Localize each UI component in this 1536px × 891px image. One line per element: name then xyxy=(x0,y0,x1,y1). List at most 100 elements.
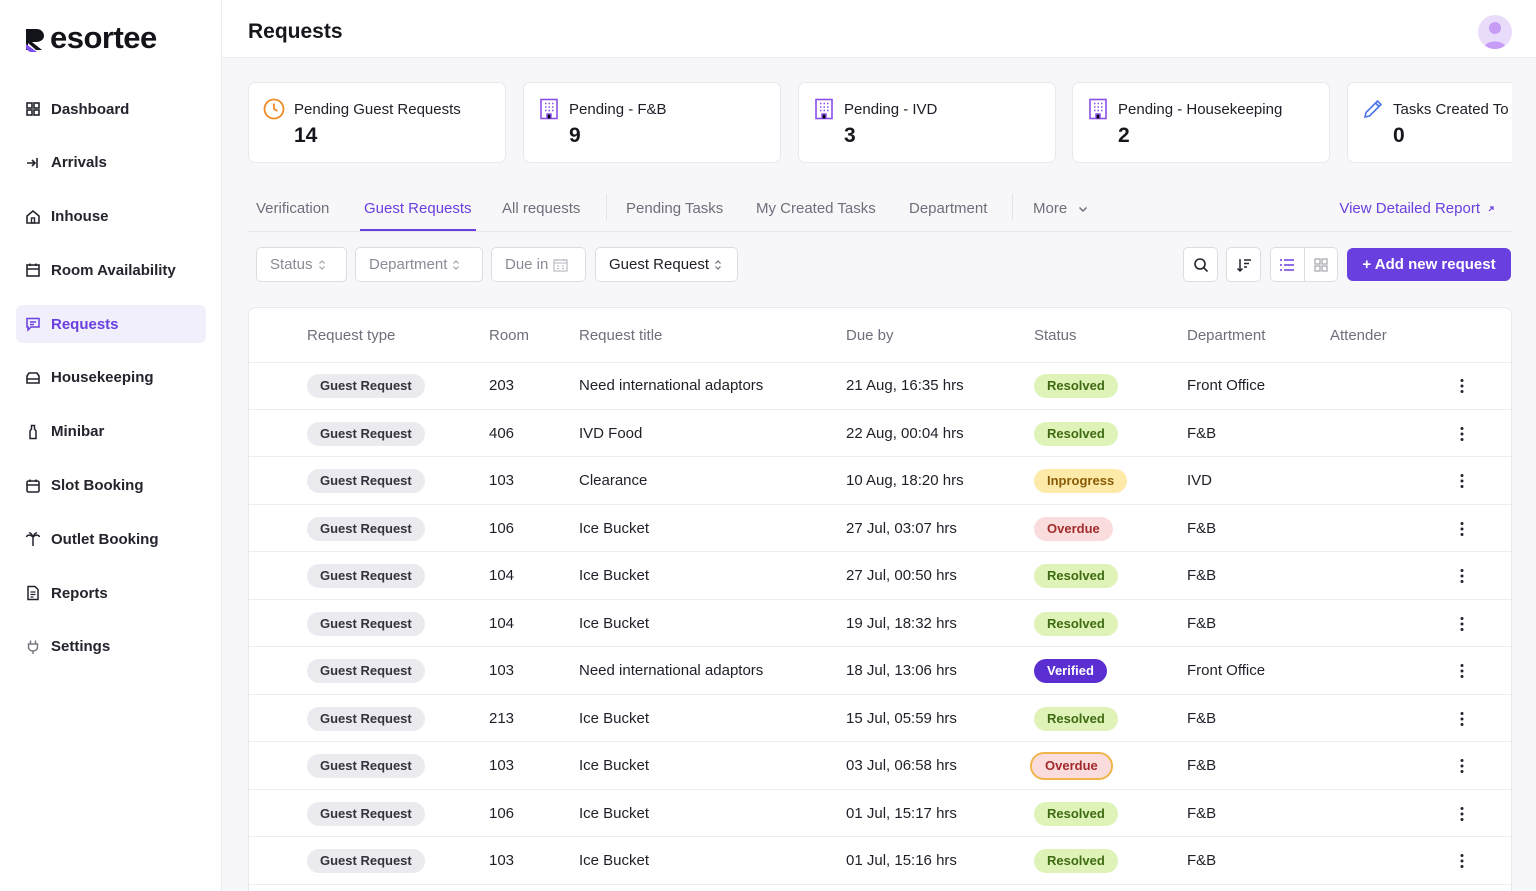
request-title-cell: Ice Bucket xyxy=(579,614,650,632)
sidebar-item-room-availability[interactable]: Room Availability xyxy=(16,251,206,289)
sidebar-item-requests[interactable]: Requests xyxy=(16,305,206,344)
header-department[interactable]: Department xyxy=(1187,327,1266,344)
tab-department[interactable]: Department xyxy=(909,200,988,217)
list-view-button[interactable] xyxy=(1271,248,1305,281)
external-arrow-icon xyxy=(1488,205,1494,211)
department-cell: Front Office xyxy=(1187,377,1266,394)
table-row[interactable]: Guest Request 406 IVD Food 22 Aug, 00:04 hr… xyxy=(249,410,1511,457)
tab-pending-tasks[interactable]: Pending Tasks xyxy=(626,200,724,217)
brand-logo[interactable]: esortee xyxy=(24,20,157,56)
request-title-cell: Ice Bucket xyxy=(579,757,650,774)
due-by-cell: 01 Jul, 15:16 hrs xyxy=(846,852,957,869)
kebab-menu-icon xyxy=(1460,616,1464,631)
row-menu-button[interactable] xyxy=(1457,374,1467,398)
sidebar-item-minibar[interactable]: Minibar xyxy=(16,413,206,451)
header-status[interactable]: Status xyxy=(1034,327,1077,344)
sidebar-item-housekeeping[interactable]: Housekeeping xyxy=(16,359,206,397)
kebab-menu-icon xyxy=(1460,474,1464,488)
view-detailed-report-link[interactable]: View Detailed Report xyxy=(1339,200,1496,217)
table-row[interactable]: Guest Request 203 Need international adapt… xyxy=(249,362,1511,410)
room-cell: 106 xyxy=(489,519,515,537)
row-menu-button[interactable] xyxy=(1457,802,1467,826)
grid-view-button[interactable] xyxy=(1305,248,1338,281)
header-due-by[interactable]: Due by xyxy=(846,327,894,344)
room-cell: 103 xyxy=(489,852,515,869)
table-row[interactable]: Guest Request 104 Ice Bucket 19 Jul, 18:32 … xyxy=(249,600,1511,647)
due-in-filter[interactable]: Due in xyxy=(491,247,586,282)
sidebar-item-label: Housekeeping xyxy=(51,369,154,387)
card-pending-ivd[interactable]: Pending - IVD 3 xyxy=(798,82,1056,163)
row-menu-button[interactable] xyxy=(1457,849,1467,873)
page-title: Requests xyxy=(248,20,343,43)
avatar[interactable] xyxy=(1478,15,1512,49)
request-title-cell: Ice Bucket xyxy=(579,709,650,727)
sidebar-item-reports[interactable]: Reports xyxy=(16,574,206,612)
status-filter[interactable]: Status xyxy=(256,247,347,282)
table-row[interactable]: Guest Request 103 Need international adapt… xyxy=(249,647,1511,695)
header-room[interactable]: Room xyxy=(489,327,530,344)
building-icon xyxy=(813,98,835,120)
header-request-type[interactable]: Request type xyxy=(307,327,396,344)
home-icon xyxy=(25,209,41,225)
row-menu-button[interactable] xyxy=(1457,469,1467,493)
status-filter-label: Status xyxy=(270,256,313,273)
table-row[interactable]: Guest Request 213 Ice Bucket 15 Jul, 05:59 … xyxy=(249,695,1511,742)
sort-button[interactable] xyxy=(1226,247,1261,282)
department-cell: F&B xyxy=(1187,709,1217,727)
tray-icon xyxy=(25,370,41,386)
table-row[interactable]: Guest Request 103 Ice Bucket 03 Jul, 06:58 … xyxy=(249,742,1511,790)
row-menu-button[interactable] xyxy=(1457,707,1467,731)
request-type-badge: Guest Request xyxy=(307,374,425,398)
department-cell: F&B xyxy=(1187,519,1217,537)
row-menu-button[interactable] xyxy=(1457,612,1467,636)
row-menu-button[interactable] xyxy=(1457,564,1467,588)
sidebar-item-inhouse[interactable]: Inhouse xyxy=(16,198,206,236)
tab-guest-requests[interactable]: Guest Requests xyxy=(360,200,476,231)
table-row[interactable]: Guest Request 106 Ice Bucket 01 Jul, 15:17 … xyxy=(249,790,1511,837)
search-button[interactable] xyxy=(1183,247,1218,282)
tab-my-created-tasks[interactable]: My Created Tasks xyxy=(756,200,876,217)
card-label: Pending Guest Requests xyxy=(294,101,461,118)
room-cell: 213 xyxy=(489,709,515,727)
table-row[interactable]: Guest Request 104 Ice Bucket 27 Jul, 00:50 … xyxy=(249,552,1511,600)
department-cell: Front Office xyxy=(1187,662,1266,679)
status-badge: Resolved xyxy=(1034,374,1118,398)
add-new-request-button[interactable]: + Add new request xyxy=(1347,248,1511,281)
table-row[interactable]: Guest Request 103 Ice Bucket 01 Jul, 15:16 … xyxy=(249,837,1511,885)
sidebar-item-settings[interactable]: Settings xyxy=(16,628,206,666)
tab-all-requests[interactable]: All requests xyxy=(502,200,581,217)
request-type-filter[interactable]: Guest Request xyxy=(595,247,738,282)
header-request-title[interactable]: Request title xyxy=(579,327,663,344)
kebab-menu-icon xyxy=(1460,759,1464,773)
row-menu-button[interactable] xyxy=(1457,659,1467,683)
request-type-badge: Guest Request xyxy=(307,706,425,731)
request-title-cell: Ice Bucket xyxy=(579,852,650,869)
due-by-cell: 27 Jul, 03:07 hrs xyxy=(846,519,957,537)
card-pending-housekeeping[interactable]: Pending - Housekeeping 2 xyxy=(1072,82,1330,163)
room-cell: 203 xyxy=(489,377,515,394)
kebab-menu-icon xyxy=(1460,664,1464,678)
sidebar-item-label: Inhouse xyxy=(51,208,109,226)
card-value: 2 xyxy=(1118,124,1130,147)
department-filter[interactable]: Department xyxy=(355,247,483,282)
table-row[interactable]: Guest Request 106 Ice Bucket 27 Jul, 03:07 … xyxy=(249,505,1511,552)
tab-more[interactable]: More xyxy=(1033,200,1089,217)
sidebar-item-dashboard[interactable]: Dashboard xyxy=(16,90,206,128)
card-pending-guest-requests[interactable]: Pending Guest Requests 14 xyxy=(248,82,506,163)
sidebar-item-outlet-booking[interactable]: Outlet Booking xyxy=(16,520,206,558)
request-title-cell: Ice Bucket xyxy=(579,567,650,584)
sidebar-item-arrivals[interactable]: Arrivals xyxy=(16,144,206,182)
card-pending-fnb[interactable]: Pending - F&B 9 xyxy=(523,82,781,163)
tab-verification[interactable]: Verification xyxy=(256,200,330,217)
table-row[interactable]: Guest Request 103 Clearance 10 Aug, 18:20 h… xyxy=(249,457,1511,505)
row-menu-button[interactable] xyxy=(1457,517,1467,541)
due-by-cell: 19 Jul, 18:32 hrs xyxy=(846,614,957,632)
card-tasks-created[interactable]: Tasks Created To 0 xyxy=(1347,82,1512,163)
request-type-badge: Guest Request xyxy=(307,754,425,778)
sidebar-item-slot-booking[interactable]: Slot Booking xyxy=(16,467,206,505)
header-attender[interactable]: Attender xyxy=(1330,327,1387,344)
room-cell: 106 xyxy=(489,804,515,822)
row-menu-button[interactable] xyxy=(1457,422,1467,446)
row-menu-button[interactable] xyxy=(1457,754,1467,778)
sidebar: esortee Dashboard Arrivals Inhouse Room … xyxy=(0,0,222,891)
